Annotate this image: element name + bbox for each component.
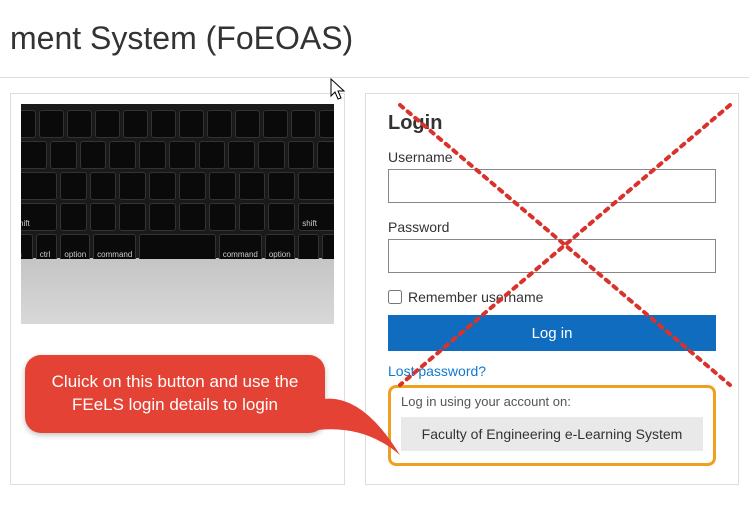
password-label: Password bbox=[388, 219, 716, 235]
alt-login-button[interactable]: Faculty of Engineering e-Learning System bbox=[401, 417, 703, 451]
remember-row: Remember username bbox=[388, 289, 716, 305]
login-panel: Login Username Password Remember usernam… bbox=[365, 93, 739, 485]
alt-login-text: Log in using your account on: bbox=[401, 394, 703, 409]
username-input[interactable] bbox=[388, 169, 716, 203]
password-input[interactable] bbox=[388, 239, 716, 273]
page-header: ment System (FoEOAS) bbox=[0, 0, 749, 78]
callout-text: Cluick on this button and use the FEeLS … bbox=[52, 372, 299, 414]
remember-label: Remember username bbox=[408, 289, 543, 305]
page-title: ment System (FoEOAS) bbox=[10, 20, 739, 57]
instruction-callout: Cluick on this button and use the FEeLS … bbox=[25, 355, 325, 433]
username-label: Username bbox=[388, 149, 716, 165]
keyboard-photo: shiftshift fnctrloptioncommandcommandopt… bbox=[21, 104, 334, 324]
login-heading: Login bbox=[388, 112, 716, 135]
login-button[interactable]: Log in bbox=[388, 315, 716, 351]
remember-checkbox[interactable] bbox=[388, 290, 402, 304]
lost-password-link[interactable]: Lost password? bbox=[388, 363, 716, 379]
alt-login-highlight-box: Log in using your account on: Faculty of… bbox=[388, 385, 716, 466]
